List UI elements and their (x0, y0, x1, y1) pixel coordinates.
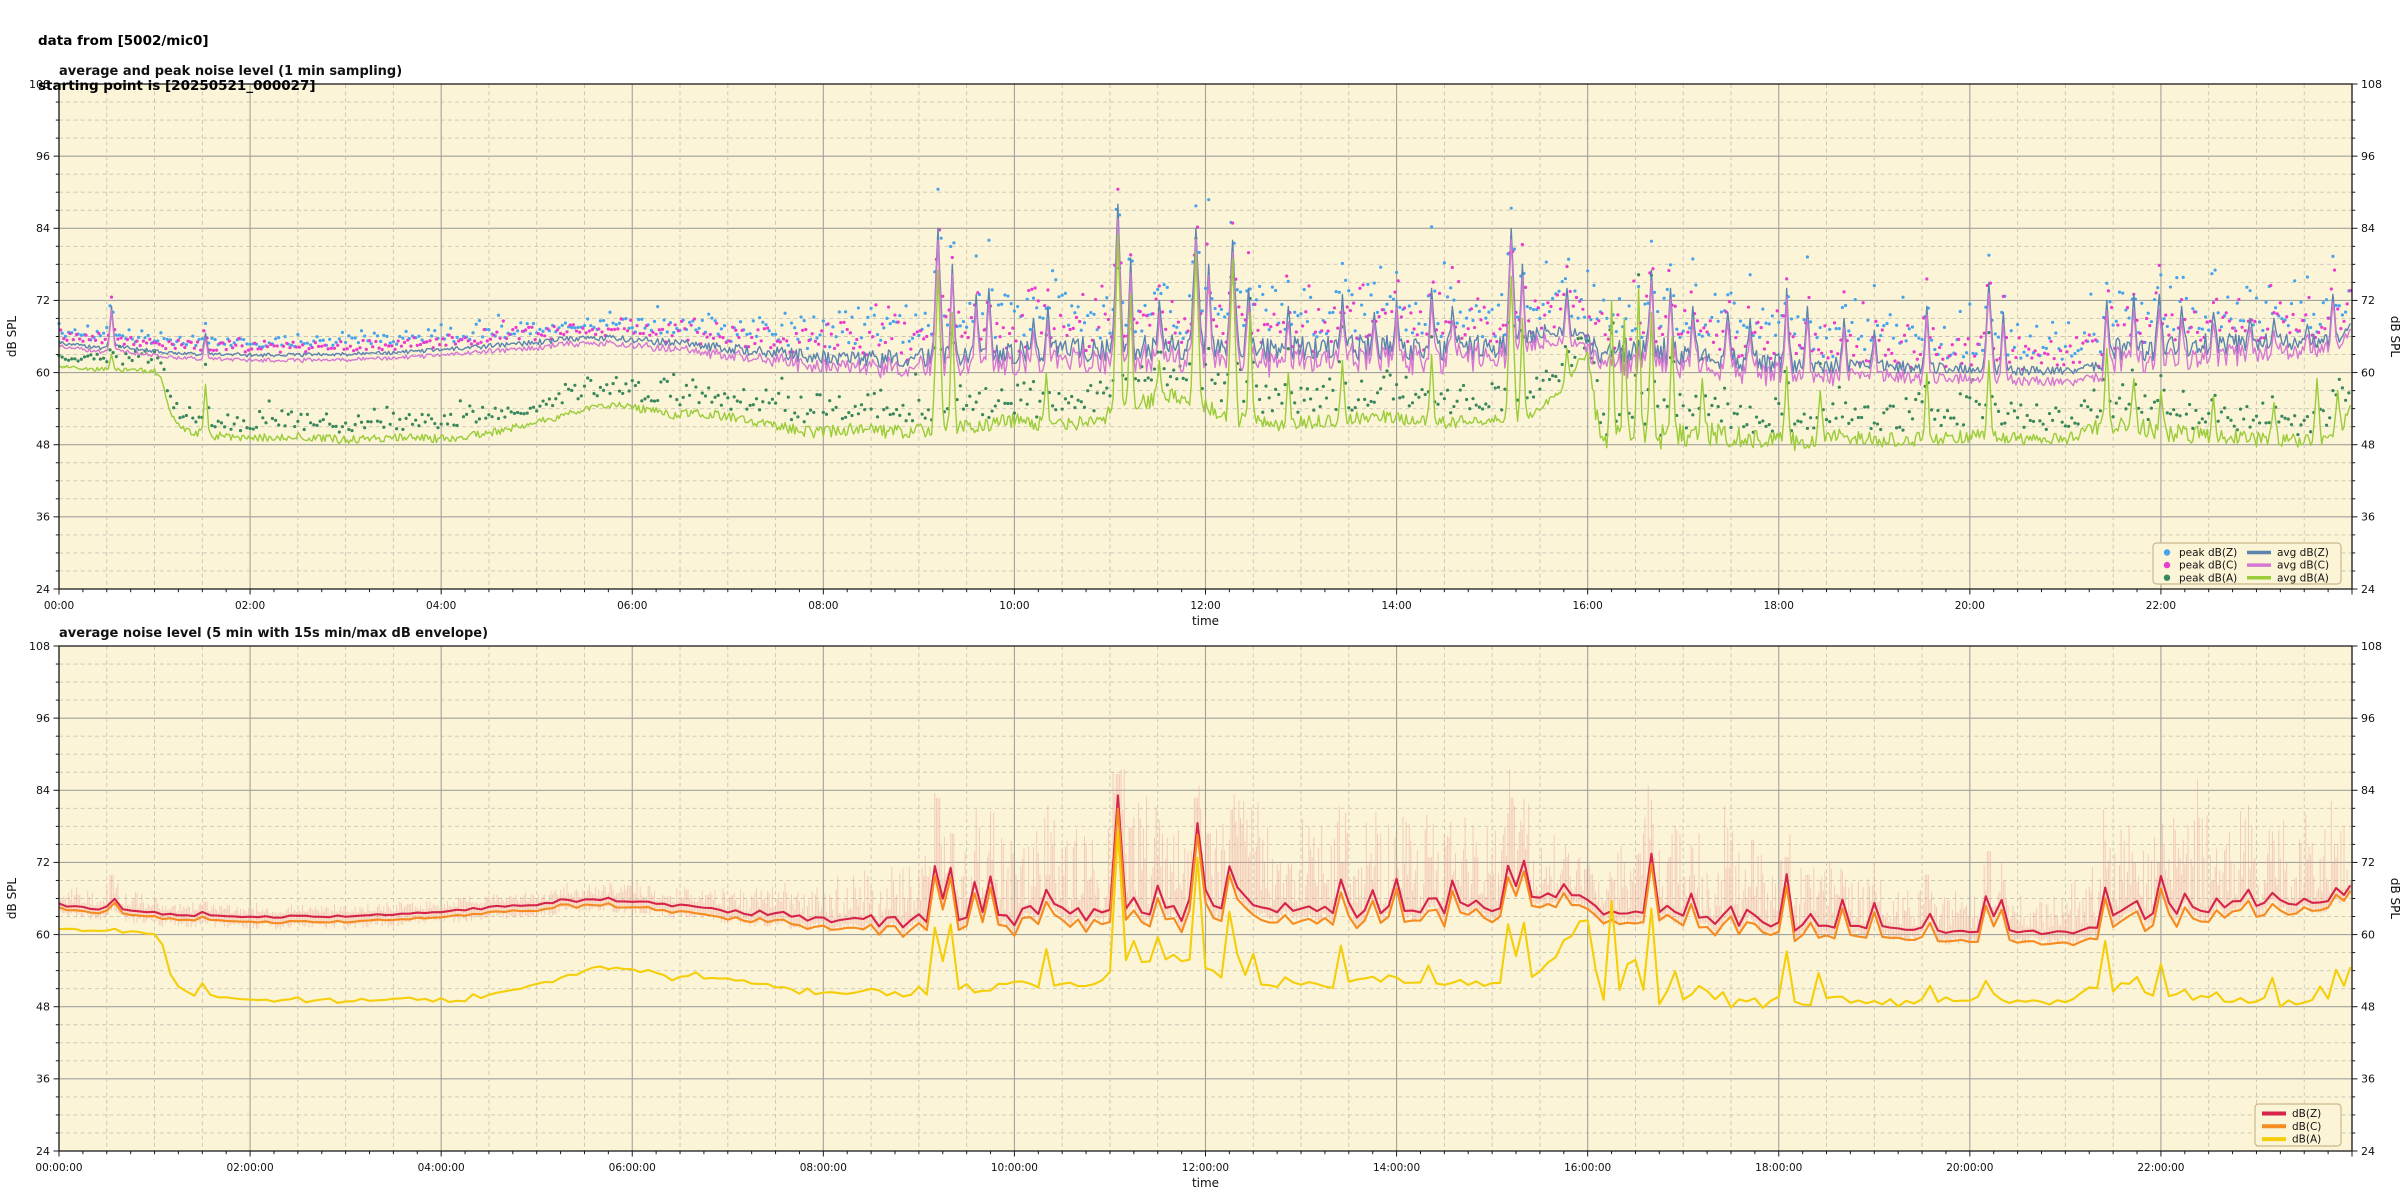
y-tick-label: 60 (2361, 366, 2375, 379)
x-tick-label: 22:00:00 (2137, 1162, 2184, 1174)
series-db-z-line (58, 794, 2352, 936)
y-tick-label: 24 (36, 1145, 50, 1158)
y-tick-label: 108 (2361, 640, 2382, 653)
figure-header: data from [5002/mic0] starting point is … (38, 4, 316, 124)
legend-marker-dot (2163, 561, 2171, 569)
legend-label: avg dB(A) (2277, 572, 2329, 584)
y-tick-label: 36 (2361, 511, 2375, 524)
y-tick-label: 72 (36, 294, 50, 307)
y-tick-label: 108 (2361, 78, 2382, 91)
y-tick-label: 96 (2361, 712, 2375, 725)
legend-label: dB(A) (2292, 1134, 2321, 1146)
x-tick-label: 16:00:00 (1564, 1162, 1611, 1174)
x-tick-label: 10:00:00 (991, 1162, 1038, 1174)
y-tick-label: 24 (2361, 583, 2375, 596)
top-chart: 24 24 36 36 48 48 60 60 72 72 84 84 96 96 108 108 00:00 0… (5, 64, 2400, 628)
y-tick-label: 48 (36, 1001, 50, 1014)
axis-label-y-right: dB SPL (2388, 316, 2400, 358)
y-tick-label: 96 (36, 150, 50, 163)
axis-label-y-right: dB SPL (2388, 878, 2400, 920)
y-tick-label: 24 (2361, 1145, 2375, 1158)
x-tick-label: 06:00:00 (609, 1162, 656, 1174)
x-tick-label: 20:00 (1955, 600, 1985, 612)
x-tick-label: 12:00 (1190, 600, 1220, 612)
y-tick-label: 72 (2361, 294, 2375, 307)
bottom-chart: 24 24 36 36 48 48 60 60 72 72 84 84 96 96 108 108 00:00:… (5, 626, 2400, 1190)
legend-label: avg dB(C) (2277, 560, 2329, 572)
y-tick-label: 96 (36, 712, 50, 725)
x-tick-label: 08:00:00 (800, 1162, 847, 1174)
y-tick-label: 60 (36, 366, 50, 379)
x-tick-label: 00:00 (44, 600, 74, 612)
axis-label-x: time (1192, 1176, 1219, 1190)
y-tick-label: 60 (2361, 928, 2375, 941)
y-tick-label: 72 (2361, 856, 2375, 869)
peak-c-dots (59, 187, 2353, 371)
y-tick-label: 48 (2361, 439, 2375, 452)
y-tick-label: 24 (36, 583, 50, 596)
y-tick-label: 36 (36, 1073, 50, 1086)
header-line-1: data from [5002/mic0] (38, 33, 209, 49)
legend-label: avg dB(Z) (2277, 547, 2329, 559)
x-tick-label: 06:00 (617, 600, 647, 612)
series-db-a-line (58, 829, 2352, 1009)
x-tick-label: 02:00 (235, 600, 265, 612)
y-tick-label: 72 (36, 856, 50, 869)
legend-label: peak dB(A) (2179, 572, 2237, 584)
series-db-c-line (58, 807, 2352, 947)
x-tick-label: 12:00:00 (1182, 1162, 1229, 1174)
x-tick-label: 16:00 (1573, 600, 1603, 612)
y-tick-label: 84 (2361, 784, 2375, 797)
legend-label: dB(C) (2292, 1121, 2321, 1133)
x-tick-label: 04:00:00 (418, 1162, 465, 1174)
legend-label: dB(Z) (2292, 1108, 2321, 1120)
x-tick-label: 22:00 (2146, 600, 2176, 612)
x-tick-label: 14:00:00 (1373, 1162, 1420, 1174)
x-tick-label: 18:00:00 (1755, 1162, 1802, 1174)
axis-label-y-left: dB SPL (5, 878, 19, 920)
x-tick-label: 20:00:00 (1946, 1162, 1993, 1174)
y-tick-label: 84 (2361, 222, 2375, 235)
x-tick-label: 08:00 (808, 600, 838, 612)
y-tick-label: 36 (2361, 1073, 2375, 1086)
y-tick-label: 48 (2361, 1001, 2375, 1014)
chart-title: average and peak noise level (1 min samp… (59, 64, 402, 79)
y-tick-label: 108 (29, 78, 50, 91)
y-tick-label: 36 (36, 511, 50, 524)
x-tick-label: 04:00 (426, 600, 456, 612)
y-tick-label: 84 (36, 222, 50, 235)
legend-label: peak dB(Z) (2179, 547, 2237, 559)
y-tick-label: 96 (2361, 150, 2375, 163)
x-tick-label: 18:00 (1764, 600, 1794, 612)
y-tick-label: 48 (36, 439, 50, 452)
x-tick-label: 10:00 (999, 600, 1029, 612)
legend-label: peak dB(C) (2179, 560, 2237, 572)
x-tick-label: 02:00:00 (226, 1162, 273, 1174)
series-avg-c-line (58, 218, 2352, 387)
y-tick-label: 84 (36, 784, 50, 797)
header-line-2: starting point is [20250521_000027] (38, 78, 316, 94)
series-avg-a-line (58, 233, 2352, 452)
y-tick-label: 60 (36, 928, 50, 941)
legend-marker-dot (2163, 574, 2171, 581)
x-tick-label: 14:00 (1381, 600, 1411, 612)
series-avg-z-line (58, 203, 2352, 376)
legend-marker-dot (2163, 549, 2171, 556)
x-tick-label: 00:00:00 (35, 1162, 82, 1174)
axis-label-y-left: dB SPL (5, 316, 19, 358)
chart-title: average noise level (5 min with 15s min/… (59, 626, 488, 641)
axis-label-x: time (1192, 614, 1219, 628)
y-tick-label: 108 (29, 640, 50, 653)
